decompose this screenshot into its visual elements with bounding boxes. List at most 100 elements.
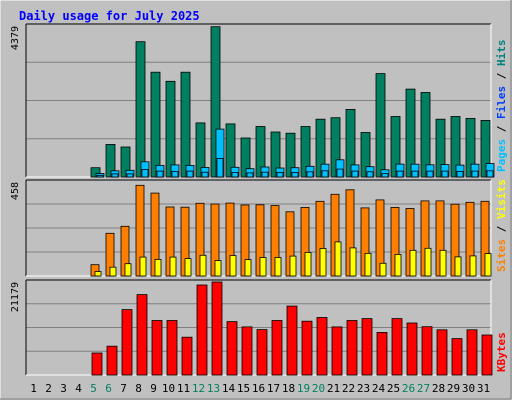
- bar-kbytes-12: [196, 284, 208, 376]
- bar-hits-27: [420, 92, 431, 178]
- bar-kbytes-7: [121, 309, 133, 376]
- x-tick-label-18: 18: [282, 382, 295, 395]
- bar-kbytes-20: [316, 317, 328, 376]
- x-tick-label-29: 29: [447, 382, 460, 395]
- bar-kbytes-30: [466, 329, 478, 376]
- legend- /: /: [495, 119, 508, 139]
- bar-pages-8: [141, 168, 149, 178]
- series-legend: Pages / Files / Hits: [495, 40, 508, 173]
- chart-title: Daily usage for July 2025: [19, 9, 200, 23]
- bar-hits-5: [90, 167, 101, 178]
- bar-kbytes-29: [451, 338, 463, 376]
- axis-max-label: 458: [10, 182, 21, 200]
- bar-kbytes-6: [106, 345, 118, 376]
- legend-pages: Pages: [495, 139, 508, 172]
- bar-hits-7: [120, 146, 131, 178]
- bar-kbytes-15: [241, 326, 253, 376]
- x-tick-label-9: 9: [150, 382, 157, 395]
- bar-kbytes-13: [211, 281, 223, 376]
- bar-hits-13: [210, 26, 221, 178]
- bar-kbytes-19: [301, 320, 313, 376]
- bar-pages-19: [306, 171, 314, 178]
- x-tick-label-15: 15: [237, 382, 250, 395]
- bar-hits-28: [435, 118, 446, 178]
- bar-sites-14: [229, 255, 237, 277]
- bar-sites-21: [334, 241, 342, 277]
- x-tick-label-13: 13: [207, 382, 220, 395]
- bar-pages-22: [351, 170, 359, 178]
- bar-sites-13: [214, 260, 222, 277]
- x-tick-label-21: 21: [327, 382, 340, 395]
- bar-hits-15: [240, 137, 251, 178]
- bar-pages-17: [276, 172, 284, 178]
- bar-sites-22: [349, 247, 357, 277]
- bar-sites-24: [379, 262, 387, 277]
- legend- /: /: [495, 66, 508, 86]
- bar-kbytes-11: [181, 336, 193, 376]
- x-tick-label-22: 22: [342, 382, 355, 395]
- bar-kbytes-21: [331, 326, 343, 376]
- bar-kbytes-14: [226, 321, 238, 376]
- bar-kbytes-5: [91, 352, 103, 376]
- bar-hits-9: [150, 71, 161, 178]
- bar-hits-22: [345, 109, 356, 178]
- bar-sites-29: [454, 256, 462, 277]
- x-tick-label-30: 30: [462, 382, 475, 395]
- legend-kbytes: KBytes: [495, 332, 508, 372]
- bar-kbytes-16: [256, 329, 268, 376]
- bar-hits-17: [270, 131, 281, 178]
- bar-pages-23: [366, 171, 374, 178]
- bar-pages-24: [381, 173, 389, 178]
- bar-hits-24: [375, 73, 386, 178]
- bar-hits-14: [225, 123, 236, 178]
- bar-pages-20: [321, 170, 329, 178]
- bar-sites-28: [439, 249, 447, 277]
- bar-pages-14: [231, 172, 239, 178]
- bar-sites-10: [169, 256, 177, 277]
- bar-pages-9: [156, 170, 164, 178]
- bar-pages-21: [336, 168, 344, 178]
- bar-kbytes-8: [136, 294, 148, 376]
- bar-pages-5: [96, 174, 104, 178]
- bar-hits-6: [105, 143, 116, 178]
- bar-hits-31: [480, 120, 491, 178]
- x-tick-label-28: 28: [432, 382, 445, 395]
- bar-pages-13: [216, 157, 224, 178]
- bar-sites-30: [469, 255, 477, 277]
- bar-kbytes-24: [376, 331, 388, 376]
- bar-pages-27: [426, 170, 434, 178]
- bar-sites-23: [364, 252, 372, 277]
- x-tick-label-25: 25: [387, 382, 400, 395]
- bar-kbytes-18: [286, 305, 298, 376]
- x-tick-label-26: 26: [402, 382, 415, 395]
- bar-sites-16: [259, 257, 267, 277]
- x-tick-label-4: 4: [75, 382, 82, 395]
- x-tick-label-14: 14: [222, 382, 236, 395]
- bar-sites-15: [244, 259, 252, 277]
- series-legend: Sites / Visits: [495, 179, 508, 272]
- x-tick-label-17: 17: [267, 382, 280, 395]
- x-tick-label-10: 10: [162, 382, 175, 395]
- bar-sites-8: [139, 256, 147, 277]
- bar-hits-19: [300, 126, 311, 178]
- legend- /: /: [495, 219, 508, 239]
- panel-visits-sites: 458 Sites / Visits: [10, 179, 508, 277]
- bar-hits-11: [180, 71, 191, 178]
- x-tick-label-11: 11: [177, 382, 190, 395]
- bar-kbytes-26: [406, 322, 418, 376]
- x-tick-label-1: 1: [30, 382, 37, 395]
- bar-kbytes-28: [436, 329, 448, 376]
- bar-pages-7: [126, 173, 134, 178]
- x-tick-label-19: 19: [297, 382, 310, 395]
- panel-hits-files-pages: 4379 Pages / Files / Hits: [10, 23, 508, 178]
- bar-hits-20: [315, 118, 326, 178]
- bar-kbytes-17: [271, 320, 283, 376]
- x-tick-label-7: 7: [120, 382, 127, 395]
- bar-hits-30: [465, 118, 476, 178]
- legend-visits: Visits: [495, 179, 508, 219]
- bar-hits-29: [450, 116, 461, 178]
- x-tick-label-8: 8: [135, 382, 142, 395]
- series-legend: KBytes: [495, 332, 508, 372]
- x-tick-label-27: 27: [417, 382, 430, 395]
- axis-max-label: 4379: [10, 26, 21, 50]
